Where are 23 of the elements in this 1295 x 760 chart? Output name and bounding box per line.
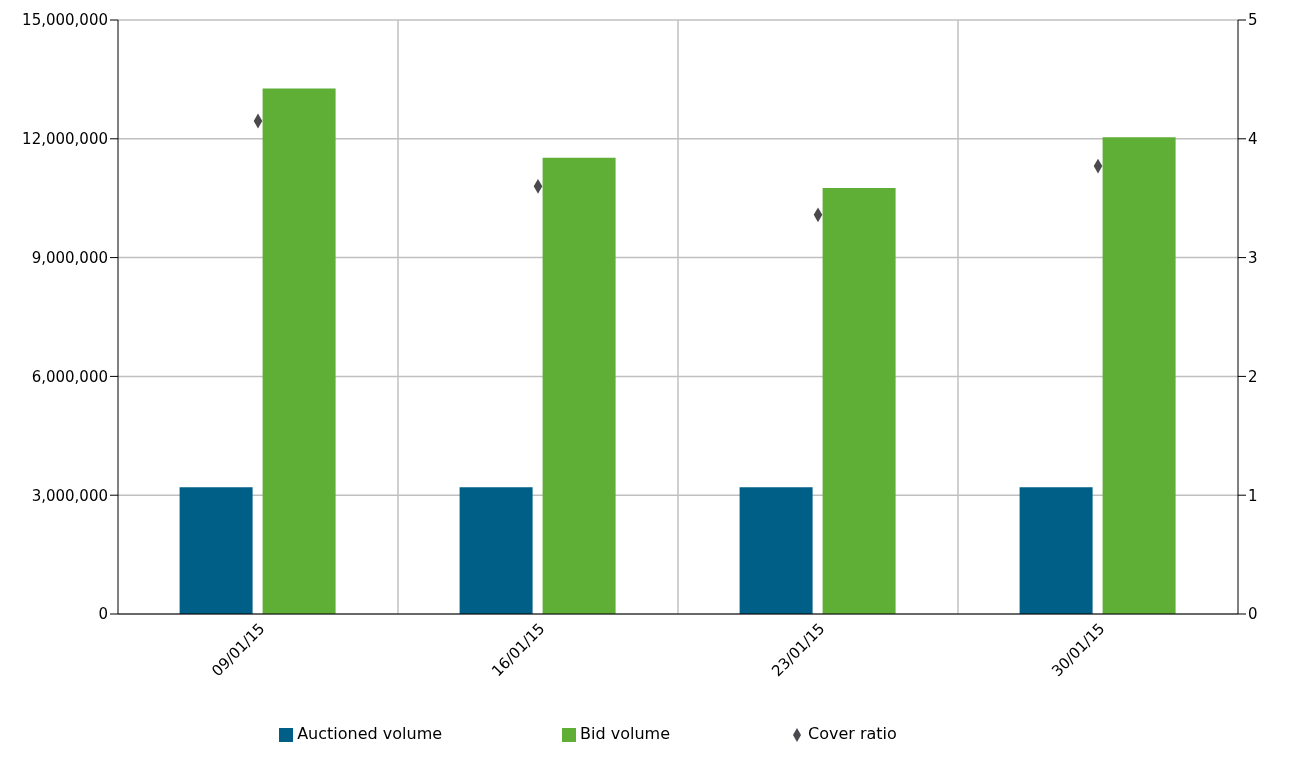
y-tick-label: 9,000,000 xyxy=(31,248,108,267)
y2-tick-label: 3 xyxy=(1248,248,1258,267)
bar xyxy=(459,487,533,614)
legend-label: Cover ratio xyxy=(808,724,897,743)
y-tick-label: 0 xyxy=(98,605,108,624)
y2-tick-label: 5 xyxy=(1248,11,1258,30)
y2-tick-label: 2 xyxy=(1248,367,1258,386)
bar xyxy=(1102,137,1176,614)
y-tick-label: 6,000,000 xyxy=(31,367,108,386)
y-tick-label: 3,000,000 xyxy=(31,486,108,505)
bar xyxy=(179,487,253,614)
y-tick-label: 12,000,000 xyxy=(22,130,108,149)
y2-tick-label: 4 xyxy=(1248,130,1258,149)
y2-tick-label: 0 xyxy=(1248,605,1258,624)
y-tick-label: 15,000,000 xyxy=(22,11,108,30)
bar xyxy=(542,157,616,614)
y2-tick-label: 1 xyxy=(1248,486,1258,505)
bar xyxy=(822,187,896,614)
bar xyxy=(262,88,336,614)
bar xyxy=(1019,487,1093,614)
legend-label: Auctioned volume xyxy=(297,724,443,743)
legend-label: Bid volume xyxy=(580,724,670,743)
bar xyxy=(739,487,813,614)
